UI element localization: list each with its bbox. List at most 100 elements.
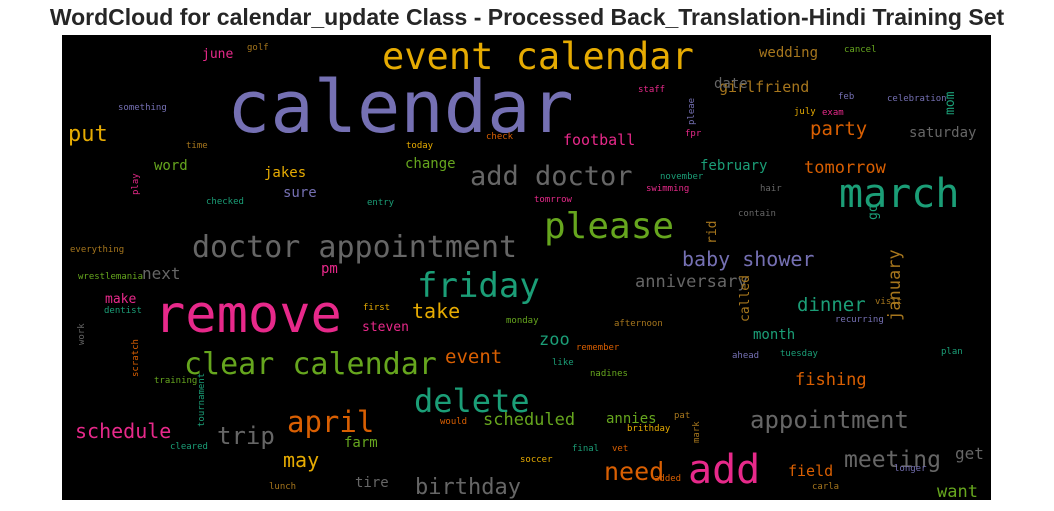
wordcloud-word: called [738,275,753,322]
wordcloud-word: go [866,204,881,220]
wordcloud-word: afternoon [614,319,663,329]
wordcloud-word: january [885,249,905,321]
wordcloud-word: add doctor [470,161,633,192]
wordcloud-word: month [753,327,795,343]
wordcloud-word: annies [606,411,657,427]
wordcloud-word: contain [738,209,776,219]
wordcloud-word: take [412,299,460,323]
wordcloud-word: word [154,158,188,174]
wordcloud-word: please [544,206,674,247]
wordcloud-word: tomrrow [534,195,573,205]
wordcloud-word: celebration [887,94,947,104]
wordcloud-word: delete [414,382,530,420]
wordcloud-word: dinner [797,294,866,316]
wordcloud-word: everything [70,245,124,255]
wordcloud-word: february [700,158,767,174]
wordcloud-word: longer [894,464,927,474]
wordcloud-word: cancel [844,45,877,55]
wordcloud-word: change [405,156,456,172]
wordcloud-word: like [552,358,574,368]
wordcloud-word: tournament [197,373,207,427]
wordcloud-word: jakes [264,165,306,181]
wordcloud-word: vet [612,444,628,454]
wordcloud-word: scratch [131,339,141,377]
wordcloud-word: event [445,346,502,368]
wordcloud-word: exam [822,108,844,118]
wordcloud-word: added [654,474,681,484]
wordcloud-word: something [118,103,167,113]
wordcloud-word: friday [417,266,540,306]
wordcloud-word: monday [506,316,539,326]
wordcloud-word: anniversary [635,272,748,292]
wordcloud-word: fpr [685,129,702,139]
wordcloud-word: july [794,107,816,117]
wordcloud-word: visit [875,297,902,307]
wordcloud-word: today [406,141,434,151]
wordcloud-word: november [660,172,704,182]
wordcloud-word: swimming [646,184,689,194]
wordcloud-word: ahead [732,351,759,361]
wordcloud-word: brithday [627,424,671,434]
wordcloud-word: may [283,448,319,472]
wordcloud-word: trip [217,422,275,450]
wordcloud-word: june [202,47,233,62]
wordcloud-word: make [105,292,136,307]
wordcloud-word: cleared [170,442,208,452]
wordcloud-word: get [955,444,984,463]
wordcloud-word: tomorrow [804,158,887,178]
wordcloud-word: field [788,462,833,480]
wordcloud-word: remember [576,343,620,353]
wordcloud-word: remove [154,285,342,345]
wordcloud-word: dentist [104,306,142,316]
wordcloud-word: mom [943,91,958,115]
wordcloud-word: schedule [75,419,171,443]
wordcloud-word: entry [367,198,395,208]
wordcloud-word: soccer [520,455,553,465]
wordcloud-word: check [486,132,514,142]
wordcloud-word: birthday [415,475,521,500]
wordcloud-word: add [688,447,760,493]
wordcloud-word: mark [692,421,702,443]
wordcloud-word: girlfriend [719,78,809,96]
wordcloud-word: feb [838,92,854,102]
wordcloud-word: wedding [759,45,818,61]
wordcloud-word: meeting [844,447,941,473]
wordcloud-word: wrestlemania [78,272,143,282]
wordcloud-word: calendar [227,65,574,149]
wordcloud-word: saturday [909,125,976,141]
wordcloud-word: doctor appointment [192,230,517,265]
wordcloud-word: rid [705,221,720,244]
wordcloud-word: steven [362,320,409,335]
wordcloud-word: clear calendar [184,347,437,382]
chart-title: WordCloud for calendar_update Class - Pr… [49,4,1005,30]
wordcloud-word: tire [355,475,389,491]
wordcloud-word: hair [760,184,782,194]
wordcloud-word: need [604,457,664,486]
wordcloud-word: next [142,264,181,283]
wordcloud-word: want [937,482,978,500]
wordcloud-word: lunch [269,482,296,492]
wordcloud-word: pm [321,261,338,277]
wordcloud-word: carla [812,482,839,492]
wordcloud-word: work [77,323,87,345]
wordcloud-word: play [131,173,141,195]
wordcloud-word: tuesday [780,349,819,359]
wordcloud-word: zoo [539,330,570,350]
wordcloud-word: would [440,417,467,427]
wordcloud-word: training [154,376,197,386]
wordcloud-word: first [363,303,390,313]
wordcloud-word: time [186,141,208,151]
wordcloud-word: checked [206,197,244,207]
wordcloud-word: party [810,118,867,140]
wordcloud-word: put [68,122,108,147]
wordcloud-word: fishing [795,370,867,390]
wordcloud-word: football [563,131,635,149]
wordcloud-word: staff [638,85,665,95]
wordcloud-word: event calendar [382,35,694,78]
wordcloud-word: recurring [835,315,884,325]
wordcloud-word: scheduled [483,410,575,430]
wordcloud-word: date [714,76,748,92]
wordcloud-word: pat [674,411,690,421]
wordcloud-word: golf [247,43,269,53]
wordcloud-word: farm [344,435,378,451]
